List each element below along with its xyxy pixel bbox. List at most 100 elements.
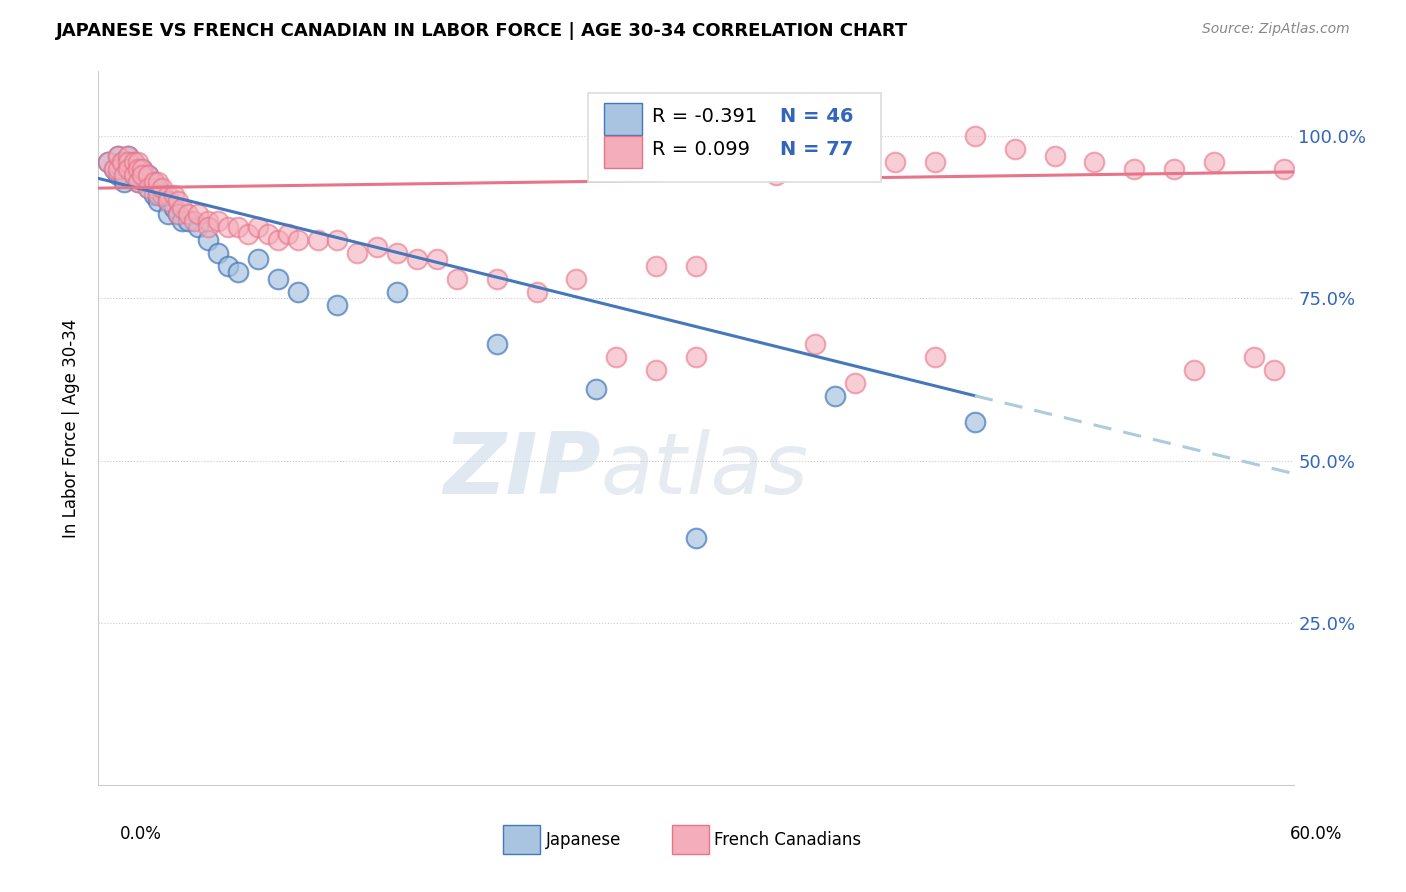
Point: [426, 252, 449, 267]
Point: [117, 155, 139, 169]
Point: [207, 246, 229, 260]
Point: [148, 187, 170, 202]
Point: [97, 155, 120, 169]
Point: [177, 213, 200, 227]
Point: [112, 175, 135, 189]
Point: [136, 168, 159, 182]
Point: [267, 272, 290, 286]
Point: [187, 207, 209, 221]
Point: [111, 161, 134, 176]
Point: [157, 207, 180, 221]
Point: [1182, 363, 1205, 377]
FancyBboxPatch shape: [589, 93, 882, 182]
Y-axis label: In Labor Force | Age 30-34: In Labor Force | Age 30-34: [62, 318, 80, 538]
Point: [385, 246, 409, 260]
Point: [585, 382, 607, 396]
Point: [277, 227, 299, 241]
Point: [1083, 155, 1105, 169]
Point: [183, 213, 205, 227]
Point: [148, 187, 170, 202]
Text: atlas: atlas: [600, 429, 808, 513]
Text: 0.0%: 0.0%: [120, 825, 162, 843]
Text: JAPANESE VS FRENCH CANADIAN IN LABOR FORCE | AGE 30-34 CORRELATION CHART: JAPANESE VS FRENCH CANADIAN IN LABOR FOR…: [56, 22, 908, 40]
Point: [1004, 142, 1026, 156]
Point: [127, 175, 149, 189]
Point: [307, 233, 329, 247]
Text: N = 77: N = 77: [779, 140, 853, 160]
Point: [326, 233, 349, 247]
Point: [1123, 161, 1146, 176]
Point: [163, 201, 186, 215]
Point: [117, 161, 139, 176]
Point: [103, 161, 125, 176]
Point: [217, 220, 239, 235]
Point: [150, 187, 173, 202]
Point: [148, 194, 170, 208]
Point: [157, 194, 180, 208]
Point: [685, 350, 707, 364]
Point: [148, 181, 170, 195]
Point: [172, 213, 194, 227]
Point: [685, 532, 707, 546]
Point: [765, 168, 787, 182]
Point: [217, 259, 239, 273]
Point: [963, 129, 986, 144]
Text: R = -0.391: R = -0.391: [652, 107, 756, 126]
Point: [107, 168, 129, 182]
Point: [111, 155, 134, 169]
Point: [117, 149, 139, 163]
Point: [172, 201, 194, 215]
Point: [924, 350, 946, 364]
Point: [1263, 363, 1285, 377]
Point: [226, 265, 249, 279]
Point: [177, 207, 200, 221]
Point: [124, 155, 146, 169]
Text: ZIP: ZIP: [443, 429, 600, 513]
Point: [131, 161, 153, 176]
FancyBboxPatch shape: [605, 136, 643, 168]
Point: [136, 181, 159, 195]
Point: [844, 142, 866, 156]
Point: [124, 168, 146, 182]
Point: [1163, 161, 1185, 176]
Point: [326, 298, 349, 312]
Point: [136, 168, 159, 182]
Point: [526, 285, 548, 299]
Point: [117, 149, 139, 163]
Point: [884, 155, 907, 169]
Point: [163, 187, 186, 202]
FancyBboxPatch shape: [605, 103, 643, 135]
Point: [246, 220, 269, 235]
Point: [197, 220, 219, 235]
Point: [143, 187, 166, 202]
Point: [136, 181, 159, 195]
Point: [346, 246, 368, 260]
Point: [157, 187, 180, 202]
Point: [226, 220, 249, 235]
Point: [207, 213, 229, 227]
Point: [148, 175, 170, 189]
Point: [256, 227, 278, 241]
Point: [645, 259, 668, 273]
Point: [385, 285, 409, 299]
Point: [117, 155, 139, 169]
Point: [127, 168, 149, 182]
Point: [150, 181, 173, 195]
Point: [157, 194, 180, 208]
Point: [143, 175, 166, 189]
Point: [131, 168, 153, 182]
Point: [127, 155, 149, 169]
Point: [107, 149, 129, 163]
Point: [565, 272, 588, 286]
Point: [844, 376, 866, 390]
Point: [287, 233, 309, 247]
Point: [127, 175, 149, 189]
Point: [246, 252, 269, 267]
Point: [1243, 350, 1265, 364]
Point: [124, 168, 146, 182]
Point: [187, 220, 209, 235]
Text: N = 46: N = 46: [779, 107, 853, 126]
Point: [124, 155, 146, 169]
Point: [724, 155, 747, 169]
Point: [287, 285, 309, 299]
